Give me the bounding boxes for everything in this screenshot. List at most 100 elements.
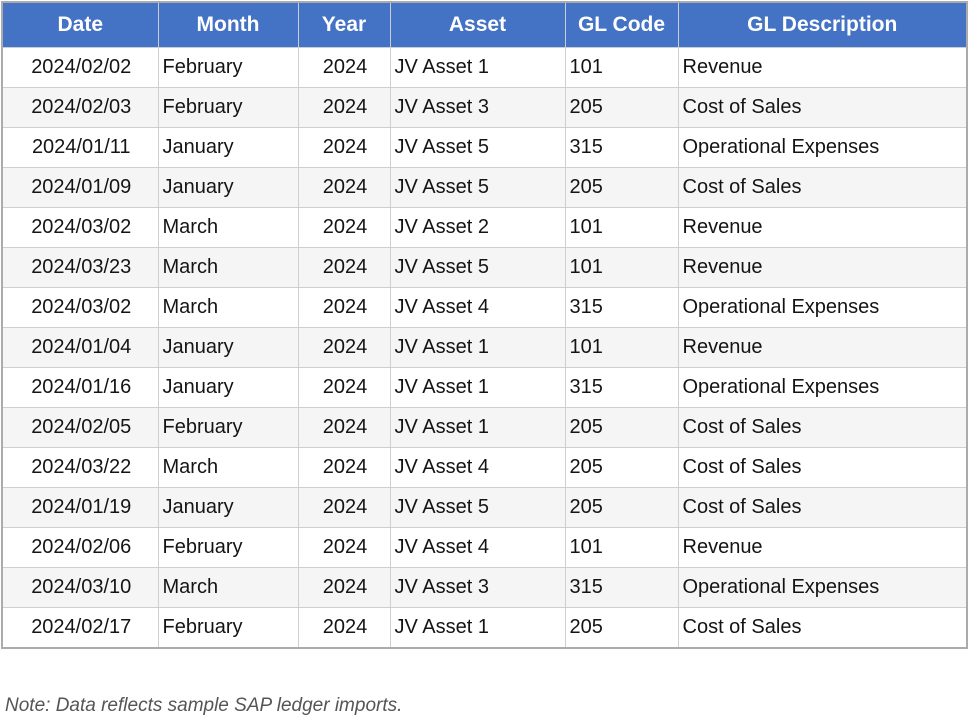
cell-gl-description: Cost of Sales (677, 607, 967, 648)
cell-year: 2024 (297, 47, 391, 88)
header-row: Date Month Year Asset GL Code GL Descrip… (2, 2, 967, 48)
table-row: 2024/03/10 March 2024 JV Asset 3 315 Ope… (2, 567, 967, 608)
cell-gl-description: Cost of Sales (677, 447, 967, 488)
cell-year: 2024 (297, 567, 391, 608)
cell-gl-code: 101 (564, 247, 679, 288)
cell-month: January (157, 327, 299, 368)
column-header-gl-code: GL Code (564, 2, 679, 48)
cell-asset: JV Asset 3 (389, 567, 566, 608)
cell-gl-code: 205 (564, 447, 679, 488)
cell-gl-description: Cost of Sales (677, 87, 967, 128)
cell-month: February (157, 407, 299, 448)
table-row: 2024/02/02 February 2024 JV Asset 1 101 … (2, 47, 967, 88)
column-header-asset: Asset (389, 2, 566, 48)
table-row: 2024/01/04 January 2024 JV Asset 1 101 R… (2, 327, 967, 368)
table-row: 2024/02/17 February 2024 JV Asset 1 205 … (2, 607, 967, 648)
cell-month: February (157, 47, 299, 88)
cell-month: January (157, 127, 299, 168)
cell-year: 2024 (297, 447, 391, 488)
cell-date: 2024/02/02 (2, 47, 159, 88)
cell-gl-code: 315 (564, 367, 679, 408)
table-row: 2024/02/06 February 2024 JV Asset 4 101 … (2, 527, 967, 568)
cell-month: February (157, 87, 299, 128)
cell-gl-description: Cost of Sales (677, 407, 967, 448)
cell-month: January (157, 487, 299, 528)
table-body: 2024/02/02 February 2024 JV Asset 1 101 … (2, 47, 967, 648)
cell-gl-description: Revenue (677, 207, 967, 248)
table-row: 2024/01/19 January 2024 JV Asset 5 205 C… (2, 487, 967, 528)
table-row: 2024/02/05 February 2024 JV Asset 1 205 … (2, 407, 967, 448)
cell-asset: JV Asset 4 (389, 287, 566, 328)
cell-year: 2024 (297, 407, 391, 448)
cell-gl-code: 205 (564, 167, 679, 208)
cell-month: March (157, 247, 299, 288)
cell-asset: JV Asset 4 (389, 527, 566, 568)
cell-asset: JV Asset 5 (389, 247, 566, 288)
cell-gl-description: Revenue (677, 327, 967, 368)
cell-date: 2024/03/23 (2, 247, 159, 288)
cell-year: 2024 (297, 87, 391, 128)
cell-gl-description: Revenue (677, 247, 967, 288)
cell-gl-code: 205 (564, 407, 679, 448)
cell-gl-code: 101 (564, 207, 679, 248)
cell-year: 2024 (297, 527, 391, 568)
table-row: 2024/01/11 January 2024 JV Asset 5 315 O… (2, 127, 967, 168)
footnote: Note: Data reflects sample SAP ledger im… (5, 695, 403, 716)
cell-date: 2024/02/03 (2, 87, 159, 128)
cell-asset: JV Asset 1 (389, 47, 566, 88)
cell-date: 2024/02/17 (2, 607, 159, 648)
cell-asset: JV Asset 5 (389, 167, 566, 208)
table-row: 2024/01/09 January 2024 JV Asset 5 205 C… (2, 167, 967, 208)
cell-year: 2024 (297, 327, 391, 368)
cell-asset: JV Asset 5 (389, 127, 566, 168)
ledger-table: Date Month Year Asset GL Code GL Descrip… (1, 1, 968, 649)
column-header-date: Date (2, 2, 159, 48)
table-row: 2024/03/02 March 2024 JV Asset 4 315 Ope… (2, 287, 967, 328)
cell-asset: JV Asset 1 (389, 607, 566, 648)
cell-date: 2024/01/09 (2, 167, 159, 208)
cell-gl-code: 101 (564, 327, 679, 368)
cell-gl-description: Revenue (677, 47, 967, 88)
cell-gl-code: 205 (564, 87, 679, 128)
cell-asset: JV Asset 2 (389, 207, 566, 248)
table-row: 2024/03/23 March 2024 JV Asset 5 101 Rev… (2, 247, 967, 288)
cell-year: 2024 (297, 487, 391, 528)
cell-date: 2024/03/02 (2, 287, 159, 328)
cell-month: March (157, 287, 299, 328)
cell-asset: JV Asset 5 (389, 487, 566, 528)
cell-gl-code: 205 (564, 607, 679, 648)
cell-gl-description: Operational Expenses (677, 367, 967, 408)
cell-asset: JV Asset 3 (389, 87, 566, 128)
cell-year: 2024 (297, 207, 391, 248)
column-header-year: Year (297, 2, 391, 48)
cell-gl-description: Cost of Sales (677, 487, 967, 528)
cell-month: March (157, 567, 299, 608)
cell-year: 2024 (297, 607, 391, 648)
table-row: 2024/01/16 January 2024 JV Asset 1 315 O… (2, 367, 967, 408)
cell-month: February (157, 527, 299, 568)
cell-month: January (157, 367, 299, 408)
cell-month: January (157, 167, 299, 208)
table-row: 2024/03/02 March 2024 JV Asset 2 101 Rev… (2, 207, 967, 248)
cell-gl-description: Operational Expenses (677, 127, 967, 168)
cell-gl-description: Revenue (677, 527, 967, 568)
cell-asset: JV Asset 4 (389, 447, 566, 488)
cell-asset: JV Asset 1 (389, 367, 566, 408)
cell-date: 2024/01/16 (2, 367, 159, 408)
cell-gl-code: 205 (564, 487, 679, 528)
cell-gl-description: Cost of Sales (677, 167, 967, 208)
column-header-gl-description: GL Description (677, 2, 967, 48)
cell-year: 2024 (297, 287, 391, 328)
cell-gl-code: 101 (564, 47, 679, 88)
cell-gl-code: 101 (564, 527, 679, 568)
table-row: 2024/02/03 February 2024 JV Asset 3 205 … (2, 87, 967, 128)
cell-gl-code: 315 (564, 567, 679, 608)
cell-asset: JV Asset 1 (389, 327, 566, 368)
cell-date: 2024/01/11 (2, 127, 159, 168)
cell-date: 2024/02/05 (2, 407, 159, 448)
cell-month: February (157, 607, 299, 648)
cell-date: 2024/01/04 (2, 327, 159, 368)
cell-asset: JV Asset 1 (389, 407, 566, 448)
table-row: 2024/03/22 March 2024 JV Asset 4 205 Cos… (2, 447, 967, 488)
column-header-month: Month (157, 2, 299, 48)
